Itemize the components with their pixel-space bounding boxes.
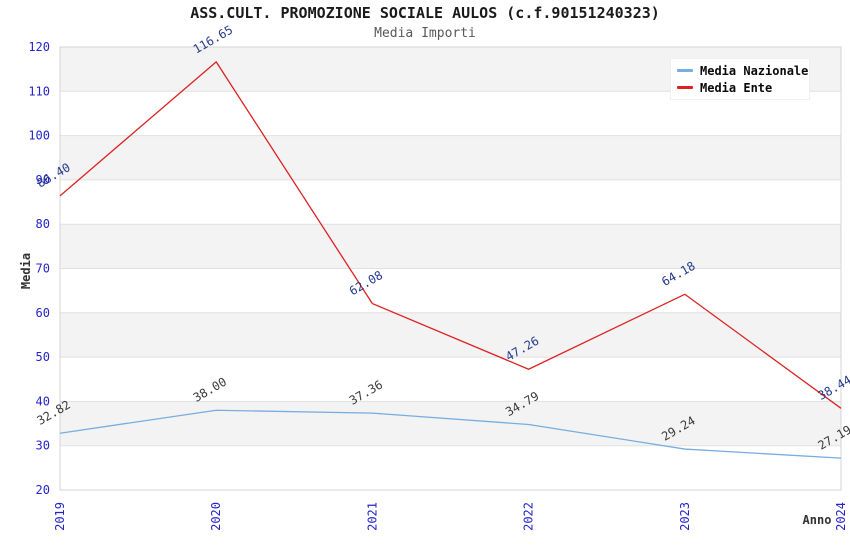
legend-item-media-ente: Media Ente bbox=[677, 82, 809, 94]
x-tick-label: 2019 bbox=[53, 502, 67, 531]
legend-label-nazionale: Media Nazionale bbox=[700, 63, 809, 78]
plot-band bbox=[60, 312, 841, 358]
x-tick-label: 2023 bbox=[678, 502, 692, 531]
legend: Media Nazionale Media Ente bbox=[670, 58, 810, 100]
plot-band bbox=[60, 224, 841, 269]
line-media-nazionale bbox=[59, 409, 842, 459]
chart-title: ASS.CULT. PROMOZIONE SOCIALE AULOS (c.f.… bbox=[190, 4, 660, 22]
y-tick-label: 80 bbox=[36, 217, 50, 231]
line-media-ente bbox=[59, 61, 842, 409]
data-point-label: 86.40 bbox=[35, 160, 73, 190]
legend-line-nazionale-icon bbox=[677, 69, 693, 72]
chart-subtitle: Media Importi bbox=[374, 26, 476, 41]
data-point-label: 38.00 bbox=[191, 375, 229, 405]
data-point-label: 38.44 bbox=[816, 373, 850, 403]
x-tick-label: 2024 bbox=[834, 502, 848, 531]
plot-band bbox=[60, 401, 841, 446]
legend-label-ente: Media Ente bbox=[700, 80, 773, 95]
plot-band bbox=[60, 135, 841, 180]
y-axis-title: Media bbox=[19, 253, 33, 289]
plot-border bbox=[59, 46, 842, 491]
y-tick-label: 70 bbox=[36, 262, 50, 276]
x-tick-label: 2020 bbox=[209, 502, 223, 531]
y-tick-label: 90 bbox=[36, 173, 50, 187]
x-tick-label: 2022 bbox=[522, 502, 536, 531]
y-tick-label: 40 bbox=[36, 394, 50, 408]
x-tick-label: 2021 bbox=[365, 502, 379, 531]
legend-line-ente-icon bbox=[677, 86, 693, 89]
y-tick-label: 20 bbox=[36, 483, 50, 497]
y-tick-label: 110 bbox=[28, 84, 50, 98]
y-tick-label: 50 bbox=[36, 350, 50, 364]
y-tick-label: 30 bbox=[36, 439, 50, 453]
x-axis-title: Anno bbox=[803, 513, 832, 527]
legend-item-media-nazionale: Media Nazionale bbox=[677, 65, 809, 77]
y-tick-label: 120 bbox=[28, 40, 50, 54]
y-tick-label: 60 bbox=[36, 306, 50, 320]
y-tick-label: 100 bbox=[28, 129, 50, 143]
